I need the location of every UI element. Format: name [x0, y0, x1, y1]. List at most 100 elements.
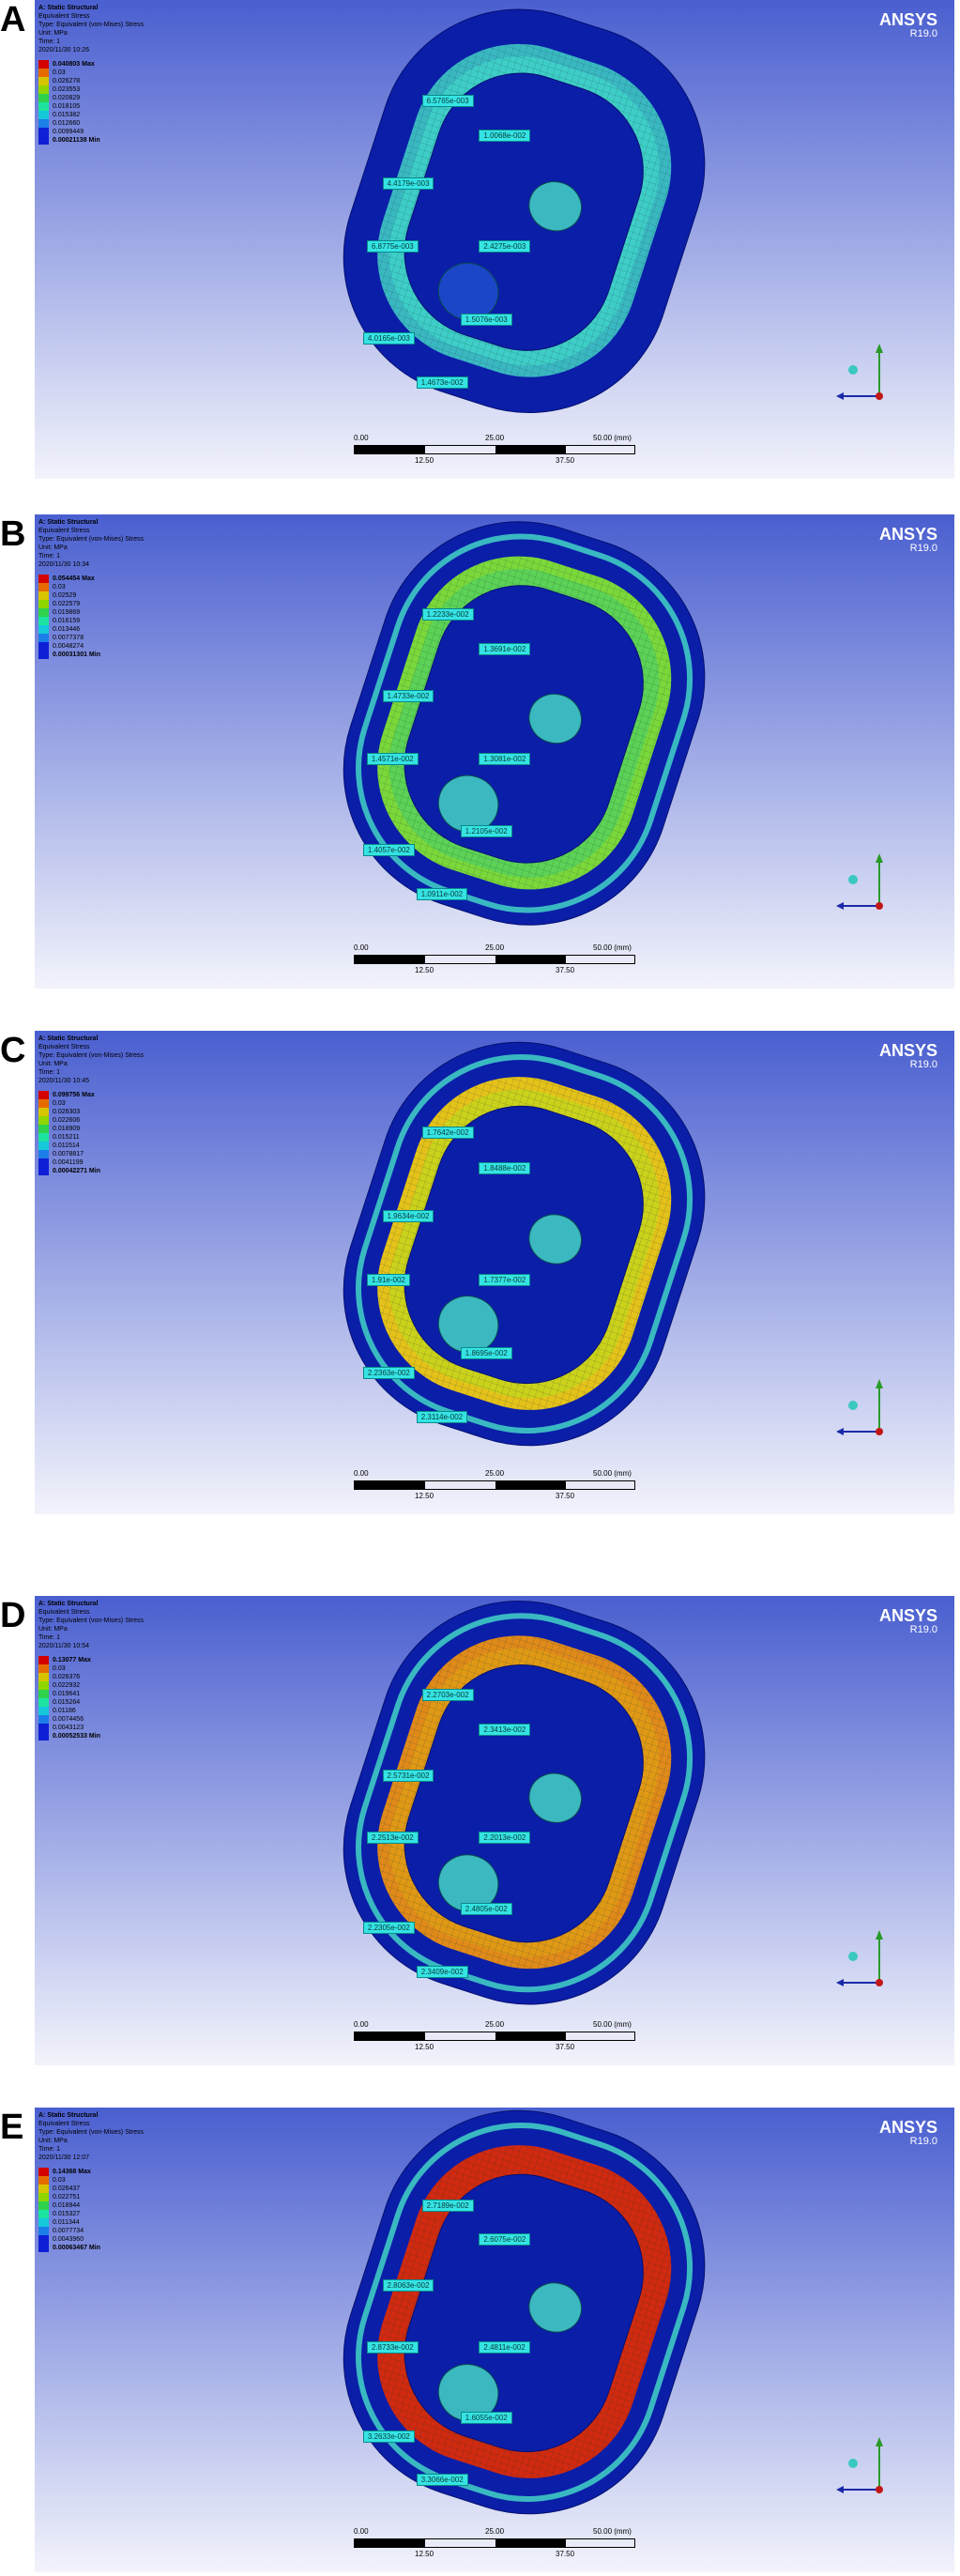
- view-sphere: [848, 365, 858, 375]
- hole-lower: [437, 1296, 499, 1354]
- scale-bar-segment: [495, 1481, 566, 1489]
- probe-label: 1.2233e-002: [421, 608, 474, 621]
- scale-tick-top: 50.00 (mm): [593, 2020, 632, 2029]
- legend-swatch: [38, 119, 49, 128]
- legend-value: 0.0048274: [53, 643, 84, 650]
- legend-swatch: [38, 1724, 49, 1732]
- legend-entry: 0.016159: [38, 617, 144, 625]
- stress-plot-canvas: [35, 514, 954, 989]
- y-axis-head: [876, 853, 883, 863]
- legend-meta-line: 2020/11/30 10:26: [38, 47, 89, 54]
- brand-version: R19.0: [909, 1624, 937, 1635]
- legend-swatch: [38, 575, 49, 583]
- legend-value: 0.099756 Max: [53, 1092, 95, 1098]
- legend-meta-line: Type: Equivalent (von-Mises) Stress: [38, 536, 145, 543]
- legend-swatch: [38, 2244, 49, 2252]
- stress-plot-canvas: [35, 2108, 954, 2572]
- scale-bar-segment: [355, 956, 425, 963]
- probe-label: 1.7377e-002: [479, 1273, 531, 1286]
- probe-label: 1.5076e-003: [460, 314, 512, 326]
- legend-entry: 0.0043960: [38, 2235, 144, 2244]
- scale-tick-bottom: 37.50: [556, 1492, 575, 1500]
- result-panel: A: Static Structural Equivalent Stress Typ…: [35, 1031, 954, 1514]
- legend-swatch: [38, 608, 49, 617]
- brand-name: ANSYS: [878, 1606, 937, 1625]
- scale-tick-bottom: 12.50: [415, 1492, 434, 1500]
- legend-value: 0.026278: [53, 78, 81, 84]
- axis-triad: [836, 1379, 883, 1435]
- legend-entry: 0.026278: [38, 77, 144, 85]
- legend-value: 0.03: [53, 69, 66, 76]
- legend-value: 0.022751: [53, 2194, 81, 2200]
- legend-swatch: [38, 77, 49, 85]
- scale-bar: 0.00 25.00 50.00 (mm) 12.50 37.50: [354, 1469, 635, 1507]
- panel-letter: B: [0, 514, 26, 554]
- legend-meta-line: Unit: MPa: [38, 30, 68, 37]
- scale-tick-top: 0.00: [354, 1469, 369, 1478]
- legend-value: 0.02529: [53, 592, 77, 599]
- legend-entry: 0.03: [38, 2176, 144, 2185]
- probe-label: 1.9634e-002: [382, 1209, 434, 1222]
- legend-swatch: [38, 1732, 49, 1740]
- legend-entry: 0.012660: [38, 119, 144, 128]
- legend-entry: 0.0074456: [38, 1715, 144, 1724]
- legend-meta-line: Time: 1: [38, 1634, 61, 1641]
- legend-entry: 0.01186: [38, 1707, 144, 1715]
- hole-upper: [528, 1214, 583, 1265]
- probe-label: 1.8695e-002: [460, 1347, 512, 1360]
- legend-swatch: [38, 2185, 49, 2193]
- scale-bar-frame: [354, 2032, 635, 2041]
- probe-label: 2.7189e-002: [421, 2200, 474, 2213]
- legend-value: 0.03: [53, 1100, 66, 1107]
- scale-bar: 0.00 25.00 50.00 (mm) 12.50 37.50: [354, 2020, 635, 2058]
- model-geometry: [343, 1600, 706, 2005]
- legend-value: 0.01186: [53, 1708, 76, 1714]
- legend-swatch: [38, 1167, 49, 1175]
- legend-value: 0.026376: [53, 1674, 81, 1680]
- legend-swatch: [38, 2210, 49, 2218]
- legend-entry: 0.0041199: [38, 1158, 144, 1167]
- legend-swatch: [38, 1091, 49, 1099]
- legend-swatch: [38, 1690, 49, 1698]
- legend-entry: 0.00063467 Min: [38, 2244, 144, 2252]
- legend-entry: 0.022579: [38, 600, 144, 608]
- panel-letter: E: [0, 2108, 24, 2147]
- legend-meta-line: Type: Equivalent (von-Mises) Stress: [38, 1618, 145, 1624]
- scale-tick-bottom: 37.50: [556, 2550, 575, 2558]
- legend-value: 0.019641: [53, 1691, 81, 1697]
- probe-label: 1.6055e-002: [460, 2412, 512, 2425]
- legend-value: 0.015211: [53, 1134, 80, 1141]
- legend-swatch: [38, 1707, 49, 1715]
- scale-bar: 0.00 25.00 50.00 (mm) 12.50 37.50: [354, 2527, 635, 2565]
- scale-tick-top: 50.00 (mm): [593, 943, 632, 952]
- legend-entry: 0.026303: [38, 1108, 144, 1116]
- legend-swatch: [38, 85, 49, 94]
- scale-bar-segment: [355, 446, 425, 453]
- probe-label: 1.3081e-002: [479, 752, 531, 765]
- legend-entry: 0.099756 Max: [38, 1091, 144, 1099]
- y-axis-head: [876, 2437, 883, 2446]
- legend-swatch: [38, 111, 49, 119]
- result-panel: A: Static Structural Equivalent Stress Typ…: [35, 0, 954, 479]
- probe-label: 3.2633e-002: [362, 2430, 415, 2443]
- result-panel: A: Static Structural Equivalent Stress Typ…: [35, 1596, 954, 2065]
- legend-entry: 0.03: [38, 69, 144, 77]
- legend-value: 0.013446: [53, 626, 81, 633]
- legend-swatch: [38, 2227, 49, 2235]
- legend-entry: 0.00031301 Min: [38, 651, 144, 659]
- legend-value: 0.03: [53, 2177, 66, 2184]
- legend-title: A: Static Structural: [38, 1601, 99, 1607]
- scale-bar: 0.00 25.00 50.00 (mm) 12.50 37.50: [354, 943, 635, 981]
- scale-tick-bottom: 37.50: [556, 456, 575, 465]
- probe-label: 2.5731e-002: [382, 1770, 434, 1783]
- probe-label: 2.2305e-002: [362, 1922, 415, 1935]
- scale-bar-frame: [354, 2538, 635, 2548]
- legend-entry: 0.00052533 Min: [38, 1732, 144, 1740]
- probe-label: 1.7642e-002: [421, 1127, 474, 1140]
- legend-entry: 0.022606: [38, 1116, 144, 1125]
- scale-tick-top: 0.00: [354, 943, 369, 952]
- probe-label: 1.91e-002: [366, 1273, 410, 1286]
- legend-meta-line: Equivalent Stress: [38, 2121, 90, 2127]
- legend-entry: 0.018909: [38, 1125, 144, 1133]
- legend-entry: 0.011514: [38, 1142, 144, 1150]
